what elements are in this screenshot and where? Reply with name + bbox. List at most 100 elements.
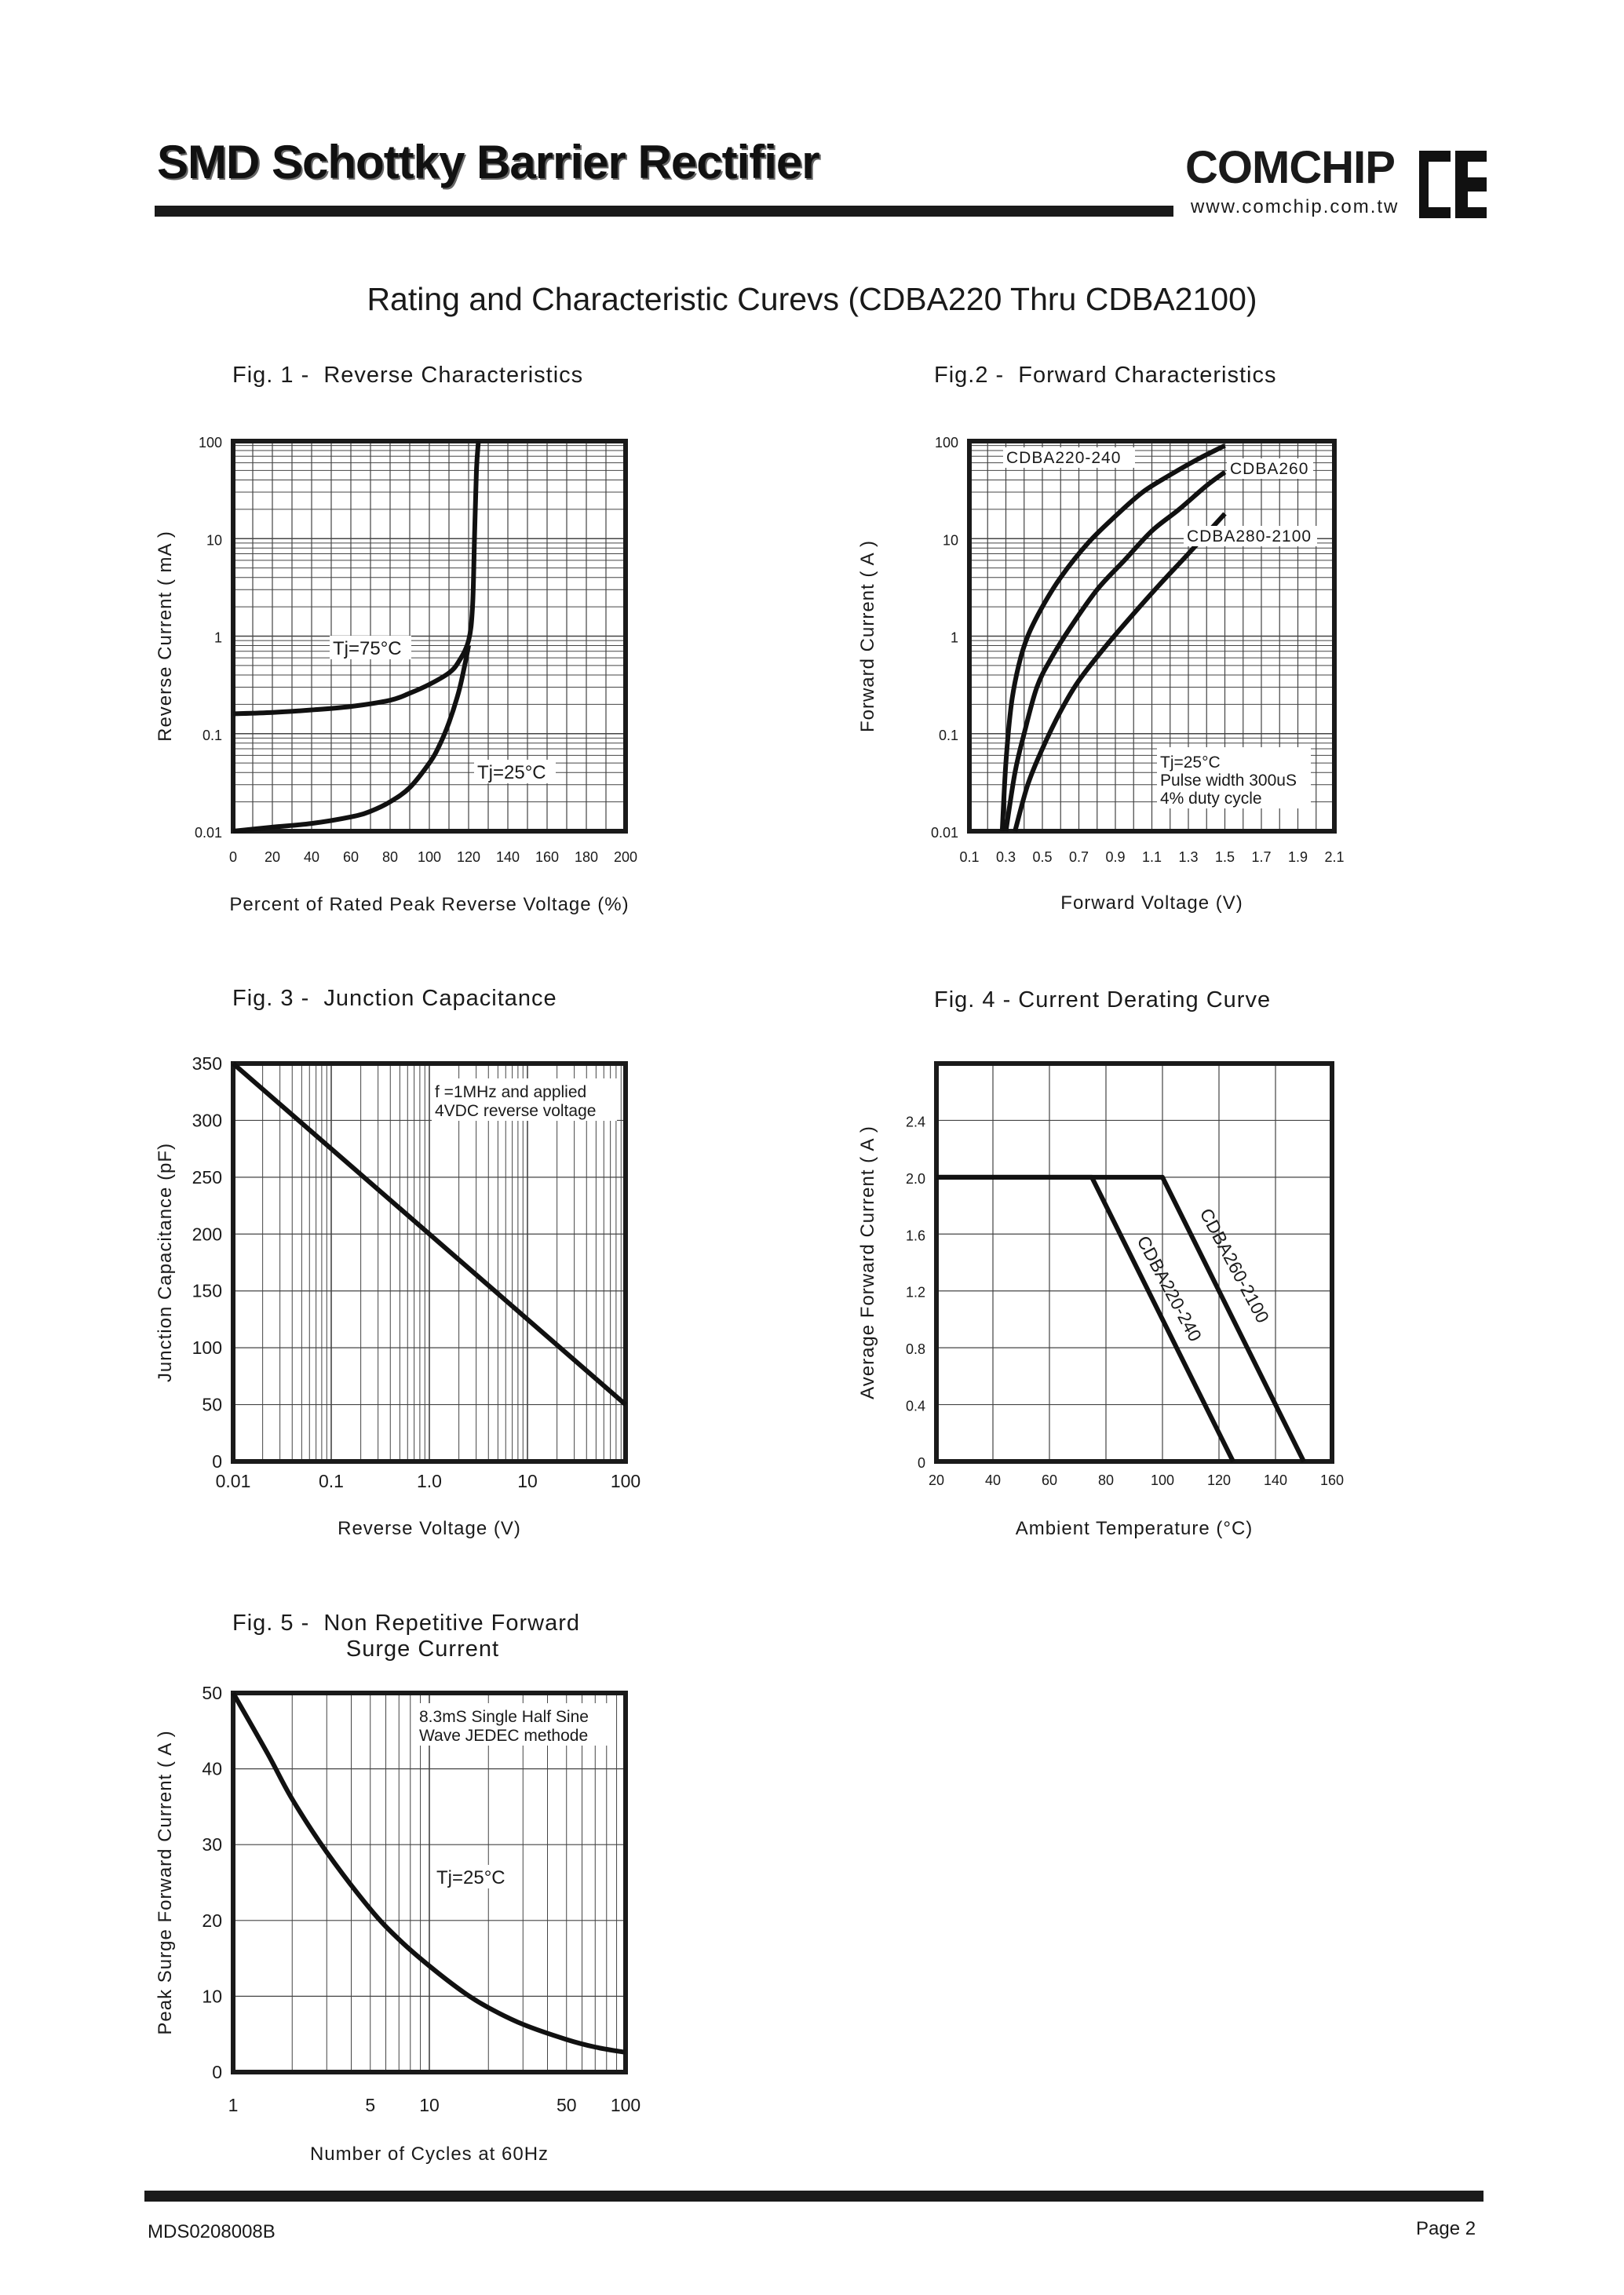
fig2-xtick-label: 0.3: [996, 849, 1016, 865]
fig2-xtick-label: 0.9: [1105, 849, 1125, 865]
fig3-grid: [232, 1063, 626, 1462]
fig1-tj75-label-bg: [330, 636, 411, 659]
header-rule: [155, 206, 1173, 217]
fig5-xtick-label: 5: [365, 2095, 375, 2115]
fig4-xlabel: Ambient Temperature (°C): [1016, 1518, 1254, 1539]
fig2-ytick-label: 100: [935, 435, 958, 451]
fig1-xtick-label: 120: [457, 849, 480, 865]
fig1-ytick-label: 1: [214, 630, 222, 646]
fig4-series-line: [936, 1174, 1306, 1463]
logo-url: www.comchip.com.tw: [1191, 196, 1400, 217]
fig4-xtick-label: 20: [929, 1472, 944, 1488]
fig5-note-1: 8.3mS Single Half Sine: [419, 1708, 589, 1726]
fig3-ytick-label: 350: [192, 1053, 222, 1074]
fig5-ylabel: Peak Surge Forward Current ( A ): [155, 1730, 176, 2034]
fig1-xlabel: Percent of Rated Peak Reverse Voltage (%…: [229, 894, 629, 915]
fig2-group: [967, 439, 1337, 834]
fig2-series-label-3: CDBA280-2100: [1187, 527, 1312, 545]
fig1-xtick-label: 60: [343, 849, 359, 865]
fig4-ytick-label: 0.8: [906, 1341, 925, 1357]
fig1-tj25-label: Tj=25°C: [477, 762, 546, 783]
fig5-xtick-label: 10: [419, 2095, 440, 2115]
fig2-ytick-label: 0.01: [931, 825, 958, 841]
fig4-ytick-label: 2.4: [906, 1114, 925, 1129]
logo-text: COMCHIP: [1185, 142, 1396, 193]
fig5-ytick-label: 30: [202, 1834, 222, 1855]
fig1-tj25-label-bg: [474, 760, 556, 783]
page-number: Page 2: [1416, 2218, 1476, 2239]
fig5-ytick-label: 40: [202, 1759, 222, 1779]
fig2-xtick-label: 1.3: [1178, 849, 1198, 865]
fig2-ytick-label: 1: [951, 630, 958, 646]
fig5-ytick-label: 20: [202, 1910, 222, 1931]
fig2-series-line: [1003, 470, 1227, 832]
fig2-xtick-label: 1.7: [1251, 849, 1271, 865]
fig1-xtick-label: 80: [382, 849, 398, 865]
fig4-group: [934, 1061, 1334, 1464]
fig3-note-1: f =1MHz and applied: [435, 1083, 586, 1101]
fig3-note-bg: [432, 1078, 617, 1121]
fig5-xtick-label: 1: [228, 2095, 239, 2115]
fig5-group: [231, 1691, 628, 2074]
fig2-ytick-label: 0.1: [939, 728, 958, 743]
fig4-ytick-label: 0.4: [906, 1399, 925, 1414]
fig3-xtick-label: 100: [611, 1471, 640, 1491]
fig2-note-1: Tj=25°C: [1160, 753, 1221, 772]
fig3-ytick-label: 0: [212, 1451, 222, 1472]
fig2-grid: [969, 441, 1335, 832]
fig1-xtick-label: 100: [418, 849, 441, 865]
fig2-xlabel: Forward Voltage (V): [1060, 892, 1243, 914]
fig2-series-label-1: CDBA220-240: [1006, 449, 1121, 467]
fig5-tj25-label: Tj=25°C: [436, 1867, 505, 1888]
fig1-series-line: [232, 644, 471, 834]
fig3-ytick-label: 250: [192, 1167, 222, 1188]
fig1-xtick-label: 0: [229, 849, 237, 865]
fig5-tj25-label-bg: [433, 1865, 515, 1888]
fig2-note-bg: [1157, 747, 1311, 808]
fig4-xtick-label: 100: [1151, 1472, 1174, 1488]
fig5-note-bg: [416, 1703, 609, 1746]
fig5-ytick-label: 50: [202, 1683, 222, 1703]
fig2-title: Fig.2 - Forward Characteristics: [934, 363, 1277, 388]
fig4-xtick-label: 60: [1042, 1472, 1057, 1488]
fig1-title: Fig. 1 - Reverse Characteristics: [232, 363, 584, 388]
fig3-ytick-label: 200: [192, 1224, 222, 1244]
fig4-xtick-label: 80: [1098, 1472, 1114, 1488]
fig3-ytick-label: 50: [202, 1395, 222, 1415]
fig1-xtick-label: 180: [575, 849, 598, 865]
fig2-series-label-2-bg: [1227, 458, 1313, 479]
fig3-xtick-label: 10: [517, 1471, 538, 1491]
fig2-series-label-2: CDBA260: [1230, 460, 1308, 478]
fig4-ytick-label: 1.6: [906, 1228, 925, 1243]
fig2-series-label-1-bg: [1003, 447, 1135, 468]
fig4-ytick-label: 2.0: [906, 1171, 925, 1187]
fig2-xtick-label: 2.1: [1324, 849, 1344, 865]
document-code: MDS0208008B: [148, 2221, 276, 2242]
fig1-ytick-label: 0.1: [203, 728, 222, 743]
fig3-xtick-label: 1.0: [417, 1471, 442, 1491]
fig4-xtick-label: 160: [1320, 1472, 1344, 1488]
fig5-xtick-label: 100: [611, 2095, 640, 2115]
fig1-group: [231, 439, 628, 834]
fig1-ytick-label: 0.01: [195, 825, 222, 841]
fig4-ylabel: Average Forward Current ( A ): [857, 1126, 878, 1399]
fig4-ytick-label: 1.2: [906, 1285, 925, 1301]
fig1-xtick-label: 160: [535, 849, 559, 865]
main-heading: Rating and Characteristic Curevs (CDBA22…: [367, 281, 1257, 317]
fig3-xtick-label: 0.01: [216, 1471, 251, 1491]
fig4-series-label-1: CDBA220-240: [1133, 1232, 1206, 1345]
fig1-ylabel: Reverse Current ( mA ): [155, 531, 176, 742]
fig2-frame: [967, 439, 1337, 834]
fig3-ytick-label: 100: [192, 1337, 222, 1358]
fig1-xtick-label: 20: [265, 849, 280, 865]
fig4-xtick-label: 40: [985, 1472, 1001, 1488]
fig1-frame: [231, 439, 628, 834]
fig2-series-line: [1013, 512, 1227, 832]
fig1-ytick-label: 100: [199, 435, 222, 451]
fig3-note-2: 4VDC reverse voltage: [435, 1102, 596, 1120]
fig1-grid: [232, 441, 626, 832]
fig3-title: Fig. 3 - Junction Capacitance: [232, 986, 557, 1011]
fig5-xlabel: Number of Cycles at 60Hz: [310, 2144, 549, 2165]
fig2-xtick-label: 0.7: [1069, 849, 1089, 865]
fig2-xtick-label: 1.9: [1288, 849, 1308, 865]
